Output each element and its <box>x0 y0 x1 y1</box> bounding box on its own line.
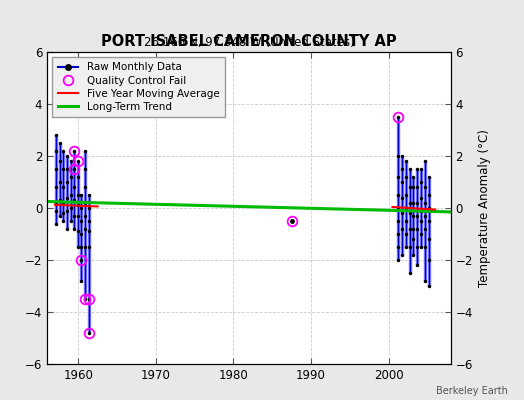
Text: Berkeley Earth: Berkeley Earth <box>436 386 508 396</box>
Title: PORT ISABEL CAMERON COUNTY AP: PORT ISABEL CAMERON COUNTY AP <box>101 34 397 50</box>
Text: 26.166 N, 97.348 W (United States): 26.166 N, 97.348 W (United States) <box>144 36 354 49</box>
Y-axis label: Temperature Anomaly (°C): Temperature Anomaly (°C) <box>478 129 492 287</box>
Legend: Raw Monthly Data, Quality Control Fail, Five Year Moving Average, Long-Term Tren: Raw Monthly Data, Quality Control Fail, … <box>52 57 225 117</box>
